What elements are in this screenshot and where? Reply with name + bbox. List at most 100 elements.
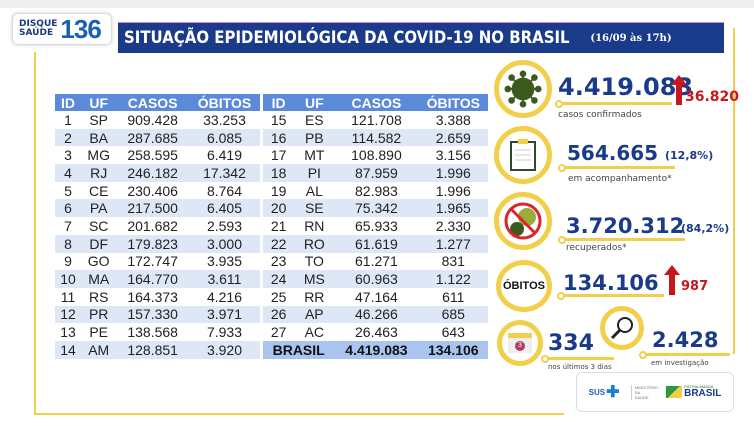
table-cell: 3.000	[188, 234, 260, 253]
table-cell: 6	[55, 199, 82, 218]
table-row: 15 ES 121.708 3.388	[263, 111, 488, 129]
table-cell: 230.406	[127, 182, 178, 199]
table-cell: 201.682	[127, 217, 178, 234]
brasil-text: BRASIL	[684, 388, 722, 399]
table-cell: 9	[64, 253, 72, 270]
no-virus-icon	[494, 192, 552, 250]
table-cell: 3.935	[206, 253, 242, 270]
confirmed-delta: 36.820	[685, 89, 740, 105]
underline	[548, 357, 614, 360]
table-cell: AL	[305, 182, 323, 199]
confirmed-value: 4.419.083	[558, 73, 694, 101]
table-cell: 2.659	[418, 128, 488, 147]
increase-arrow-icon	[671, 75, 687, 105]
table-cell: 3.611	[188, 270, 260, 288]
table-cell: DF	[81, 234, 117, 253]
table-cell: 3.920	[188, 340, 260, 359]
table-cell: 2.330	[435, 217, 471, 234]
deaths-badge: ÓBITOS	[496, 260, 552, 312]
total-row: BRASIL 4.419.083 134.106	[263, 340, 488, 359]
table-cell: 7.933	[206, 324, 242, 341]
table-cell: 685	[418, 305, 488, 324]
monitoring-pct: (12,8%)	[665, 149, 714, 162]
table-cell: 128.851	[116, 340, 189, 359]
table-cell: MT	[304, 147, 325, 164]
table-cell: 164.770	[116, 270, 189, 288]
table-cell: 2.593	[206, 217, 242, 234]
table-row: 16 PB 114.582 2.659	[263, 128, 488, 147]
table-cell: RN	[304, 217, 325, 234]
total-label: BRASIL	[263, 340, 335, 359]
table-cell: 1.122	[418, 270, 488, 288]
government-logos: SUS ✚ MINISTÉRIO DA SAÚDE PÁTRIA AMADA BRA…	[576, 372, 734, 412]
recovered-value: 3.720.312	[566, 214, 685, 238]
table-cell: 1.965	[418, 199, 488, 218]
table-cell: SC	[88, 217, 109, 234]
table-row: 24 MS 60.963 1.122	[263, 270, 488, 288]
column-header: ÓBITOS	[188, 94, 260, 111]
table-cell: 13	[60, 324, 76, 341]
table-cell: PE	[89, 324, 109, 341]
table-cell: 11	[60, 288, 76, 305]
table-cell: 20	[263, 199, 295, 218]
table-cell: PA	[81, 199, 117, 218]
table-cell: 831	[441, 253, 465, 270]
confirmed-label: casos confirmados	[558, 110, 642, 120]
flag-icon	[666, 386, 683, 398]
underline	[562, 102, 672, 105]
monitoring-value: 564.665	[567, 141, 659, 165]
logo-line2: SAÚDE	[19, 28, 54, 38]
table-cell: 3.156	[435, 147, 471, 164]
table-row: 7 SC 201.682 2.593	[55, 217, 260, 235]
table-cell: 8.764	[206, 182, 242, 199]
table-cell: 10	[55, 270, 82, 288]
table-row: 9 GO 172.747 3.935	[55, 253, 260, 271]
investigation-value: 2.428	[652, 328, 719, 352]
states-table-right: ID UF CASOS ÓBITOS 15 ES 121.708 3.388 16 PB 114.5…	[263, 94, 488, 359]
table-row: 8 DF 179.823 3.000	[55, 234, 260, 253]
table-cell: 1.996	[418, 164, 488, 182]
table-cell: 25	[270, 288, 287, 305]
table-cell: 12	[55, 305, 82, 324]
table-cell: 61.271	[355, 253, 398, 270]
table-cell: 114.582	[334, 128, 419, 147]
plus-icon: ✚	[606, 384, 620, 401]
table-header: ID UF CASOS ÓBITOS	[55, 94, 260, 111]
sus-logo: SUS ✚	[589, 382, 620, 402]
table-row: 14 AM 128.851 3.920	[55, 340, 260, 359]
table-cell: 1.996	[435, 182, 471, 199]
table-cell: 7	[64, 217, 72, 234]
sus-text: SUS	[588, 387, 606, 397]
column-header: UF	[294, 94, 335, 111]
logo-number: 136	[60, 13, 101, 44]
ministry-logo: MINISTÉRIO DA SAÚDE	[630, 384, 658, 400]
table-cell: 24	[263, 270, 295, 288]
page-title: SITUAÇÃO EPIDEMIOLÓGICA DA COVID-19 NO B…	[124, 28, 570, 48]
table-row: 18 PI 87.959 1.996	[263, 164, 488, 182]
total-obitos: 134.106	[418, 340, 488, 359]
column-header: ÓBITOS	[418, 94, 488, 111]
table-cell: RJ	[81, 164, 117, 182]
table-cell: 75.342	[334, 199, 419, 218]
table-cell: 1	[64, 111, 72, 128]
table-cell: 287.685	[116, 128, 189, 147]
table-cell: 17	[270, 147, 287, 164]
magnifier-icon	[600, 306, 644, 350]
table-cell: RR	[304, 288, 325, 305]
table-cell: 258.595	[127, 147, 178, 164]
deaths-badge-label: ÓBITOS	[503, 280, 545, 292]
table-cell: AC	[304, 324, 325, 341]
page-title-bar: SITUAÇÃO EPIDEMIOLÓGICA DA COVID-19 NO B…	[118, 22, 724, 53]
calendar-icon: 3	[497, 320, 543, 366]
table-row: 1 SP 909.428 33.253	[55, 111, 260, 129]
states-table-left: ID UF CASOS ÓBITOS 1 SP 909.428 33.253 2 BA 287.68…	[55, 94, 260, 359]
table-cell: 65.933	[355, 217, 398, 234]
calendar-day: 3	[515, 340, 525, 351]
underline	[646, 353, 730, 356]
table-cell: 909.428	[127, 111, 178, 128]
table-cell: 5	[64, 182, 72, 199]
table-cell: RO	[294, 234, 335, 253]
table-cell: 46.266	[334, 305, 419, 324]
table-cell: SP	[89, 111, 109, 128]
monitoring-label: em acompanhamento*	[568, 174, 672, 184]
